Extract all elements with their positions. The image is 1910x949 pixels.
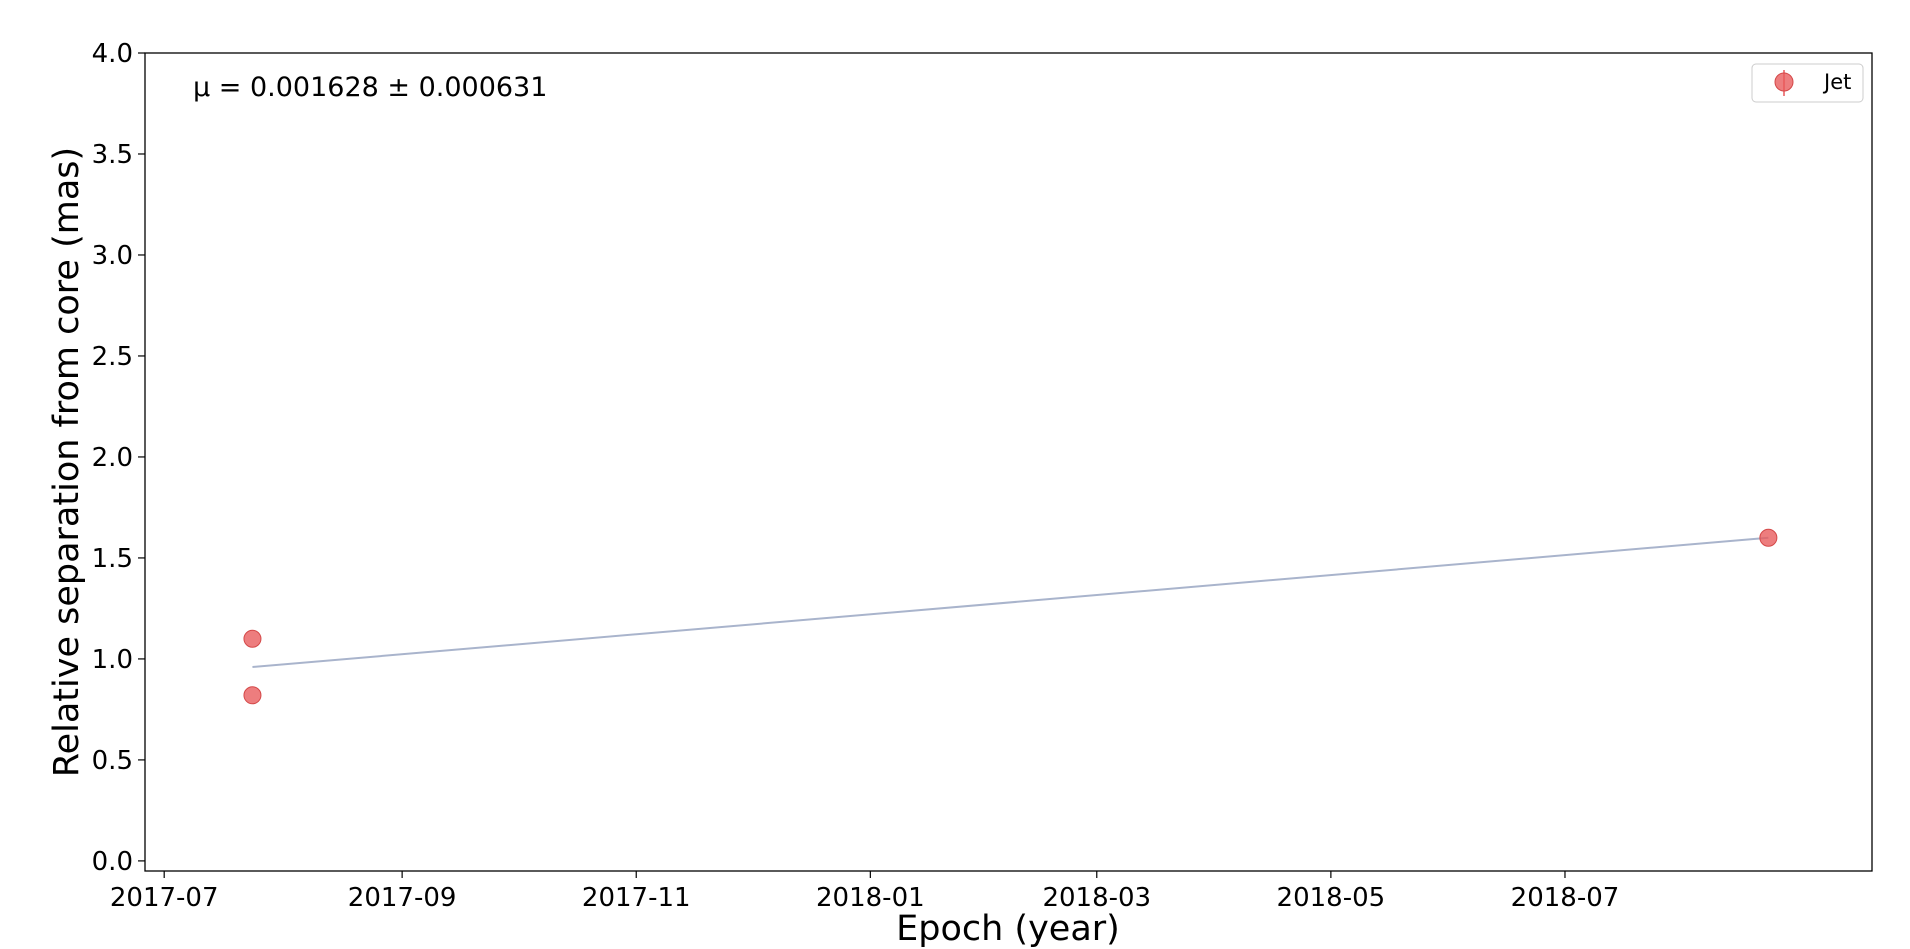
series-layer bbox=[243, 528, 1778, 705]
y-tick-label: 3.5 bbox=[92, 140, 133, 170]
legend: Jet bbox=[1751, 63, 1864, 103]
y-tick-label: 4.0 bbox=[92, 39, 133, 69]
x-tick-label: 2018-07 bbox=[1511, 883, 1620, 913]
y-axis-label: Relative separation from core (mas) bbox=[47, 147, 87, 777]
data-point bbox=[1759, 528, 1778, 547]
y-tick-label: 3.0 bbox=[92, 241, 133, 271]
x-tick-label: 2018-03 bbox=[1042, 883, 1151, 913]
y-tick-label: 2.5 bbox=[92, 342, 133, 372]
mu-annotation: μ = 0.001628 ± 0.000631 bbox=[193, 72, 547, 103]
y-axis-ticks: 0.0 0.5 1.0 1.5 2.0 2.5 3.0 3.5 4.0 bbox=[92, 39, 145, 877]
x-axis-ticks: 2017-07 2017-09 2017-11 2018-01 2018-03 2018-… bbox=[110, 871, 1619, 913]
y-tick-label: 2.0 bbox=[92, 443, 133, 473]
fit-line bbox=[252, 536, 1769, 669]
plot-frame bbox=[144, 52, 1873, 872]
data-point bbox=[243, 686, 262, 705]
y-tick-label: 0.5 bbox=[92, 746, 133, 776]
y-tick-label: 0.0 bbox=[92, 847, 133, 877]
y-tick-label: 1.5 bbox=[92, 544, 133, 574]
legend-point-marker bbox=[1774, 72, 1794, 92]
x-axis-label: Epoch (year) bbox=[896, 909, 1120, 949]
legend-label-jet: Jet bbox=[1822, 70, 1851, 94]
x-tick-label: 2017-07 bbox=[110, 883, 219, 913]
legend-box bbox=[1751, 63, 1864, 103]
x-tick-label: 2017-11 bbox=[582, 883, 691, 913]
x-tick-label: 2017-09 bbox=[348, 883, 457, 913]
x-tick-label: 2018-01 bbox=[816, 883, 925, 913]
x-tick-label: 2018-05 bbox=[1277, 883, 1386, 913]
y-tick-label: 1.0 bbox=[92, 645, 133, 675]
data-point bbox=[243, 629, 262, 648]
